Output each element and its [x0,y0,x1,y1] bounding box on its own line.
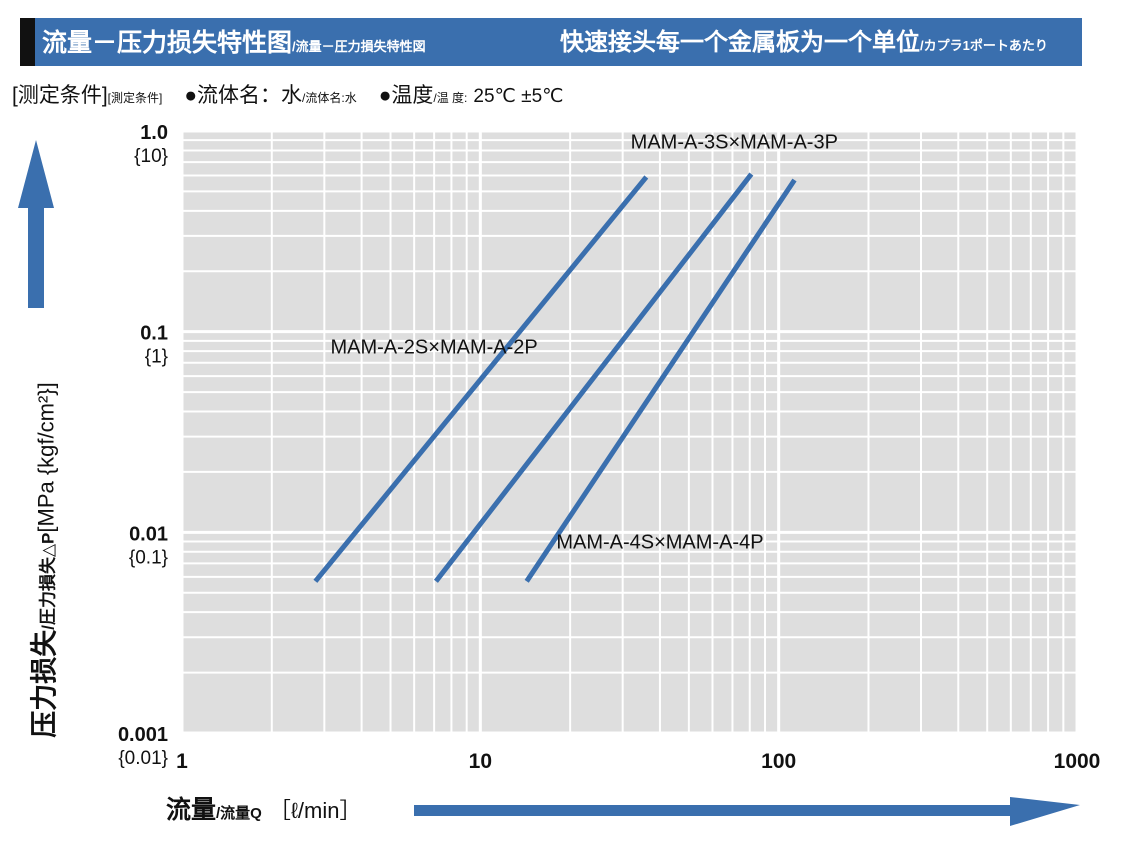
y-tick-label-kgf: {0.1} [129,547,168,568]
series-label-3: MAM-A-4S×MAM-A-4P [556,532,763,554]
y-tick-label: 1.0 [140,122,168,144]
series-labels: MAM-A-2S×MAM-A-2P MAM-A-3S×MAM-A-3P MAM-A-… [330,131,837,553]
y-tick-label-kgf: {10} [134,146,168,167]
temperature-value: 25℃ ±5℃ [473,86,564,107]
y-tick-label: 0.1 [140,323,168,345]
page-title-sub: /流量－圧力損失特性図 [292,39,426,54]
y-tick-label-kgf: {1} [145,347,168,368]
temperature-condition-sub: /温 度: [433,91,468,105]
grid-lines [180,129,1079,735]
fluid-condition: ●流体名：水 [184,84,303,107]
measurement-conditions: [测定条件][測定条件] ●流体名：水/流体名:水 ●温度/温 度: 25℃ ±5℃ [12,80,564,112]
y-axis-arrow [18,140,54,308]
tick-labels: 1 10 100 1000 1.0{10} 0.1{1} 0.01{0.1} 0.001{0.… [118,122,1100,773]
conditions-label: [测定条件] [12,84,108,107]
y-axis-unit: [MPa {kgf/cm²}] [33,382,59,533]
plot-area [182,131,1077,733]
header-unit-note: 快速接头每一个金属板为一个单位/カプラ1ポートあたり [560,29,1048,56]
fluid-condition-sub: /流体名:水 [302,91,357,105]
x-tick-label: 1000 [1054,750,1101,773]
series-lines [313,172,797,583]
conditions-label-sub: [測定条件] [107,91,163,105]
series-label-2: MAM-A-3S×MAM-A-3P [631,131,838,153]
x-tick-label: 10 [469,750,492,773]
x-axis-arrow [414,797,1080,826]
y-tick-label-kgf: {0.01} [118,748,168,769]
series-line-1 [313,175,649,583]
y-tick-label: 0.001 [118,724,168,746]
y-axis-label-sub: /圧力損失△P [38,532,58,630]
y-tick-label: 0.01 [129,523,168,545]
series-label-1: MAM-A-2S×MAM-A-2P [330,336,537,358]
page-title: 流量－压力损失特性图/流量－圧力損失特性図 [42,29,426,57]
x-tick-label: 100 [761,750,796,773]
series-line-3 [524,178,797,583]
series-line-2 [433,172,754,583]
temperature-condition: ●温度 [378,84,434,107]
y-axis-label: 压力损失/圧力損失△P[MPa {kgf/cm²}] [29,382,60,738]
x-axis-unit: ［ℓ/min］ [268,798,362,823]
axis-arrows [18,140,1080,826]
header-accent-block [20,18,35,66]
header-unit-note-sub: /カプラ1ポートあたり [920,38,1048,53]
x-axis-label: 流量/流量Q ［ℓ/min］ [166,796,362,824]
x-tick-label: 1 [176,750,188,773]
header-bar: 流量－压力损失特性图/流量－圧力損失特性図 快速接头每一个金属板为一个单位/カプ… [20,18,1082,66]
x-axis-label-sub: /流量Q [216,805,262,822]
